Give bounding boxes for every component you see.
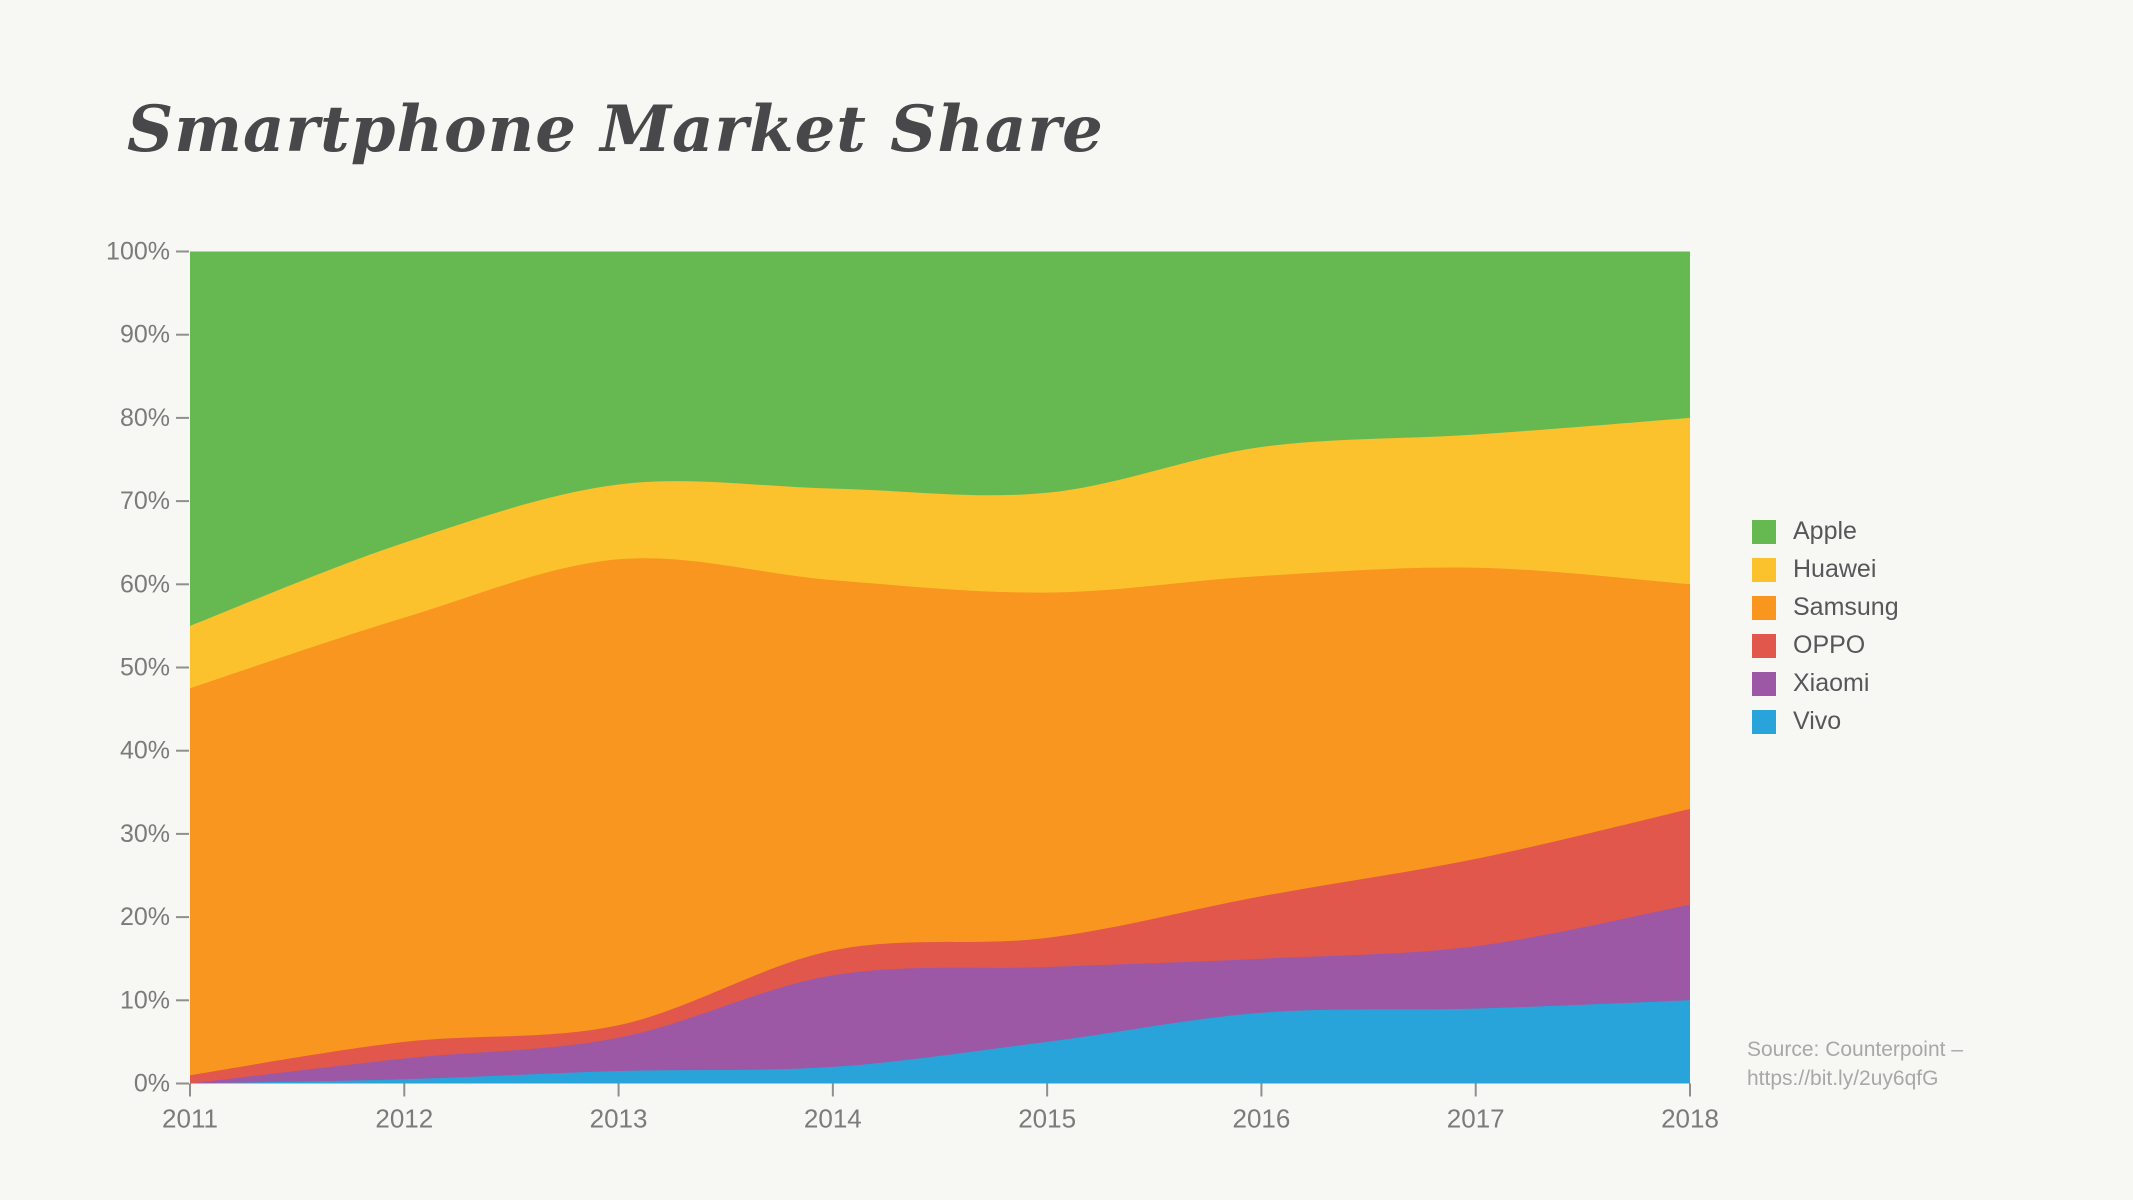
y-axis-label: 90%: [120, 321, 170, 349]
legend-swatch-vivo: [1752, 709, 1776, 734]
source-citation: Source: Counterpoint – https://bit.ly/2u…: [1747, 1035, 1963, 1093]
source-line-2: https://bit.ly/2uy6qfG: [1747, 1067, 1939, 1090]
y-axis-label: 40%: [120, 737, 170, 765]
legend-item-samsung: Samsung: [1752, 593, 1899, 621]
x-axis-label: 2018: [1661, 1104, 1719, 1134]
y-axis-label: 80%: [120, 404, 170, 432]
legend-label: OPPO: [1793, 631, 1866, 659]
legend-label: Samsung: [1793, 593, 1899, 621]
legend-label: Apple: [1793, 517, 1857, 545]
x-axis-label: 2014: [804, 1104, 862, 1134]
x-axis-label: 2015: [1018, 1104, 1076, 1134]
y-axis-label: 20%: [120, 903, 170, 931]
y-axis-label: 30%: [120, 820, 170, 848]
y-axis-label: 70%: [120, 487, 170, 515]
chart-legend: Apple Huawei Samsung OPPO Xiaomi Vivo: [1752, 517, 1899, 735]
legend-swatch-huawei: [1752, 557, 1776, 582]
legend-swatch-samsung: [1752, 595, 1776, 620]
legend-item-apple: Apple: [1752, 517, 1899, 545]
y-axis-label: 10%: [120, 986, 170, 1014]
x-axis-label: 2013: [590, 1104, 648, 1134]
legend-swatch-xiaomi: [1752, 671, 1776, 696]
area-series-group: [190, 251, 1690, 1084]
x-axis-label: 2017: [1447, 1104, 1505, 1134]
legend-swatch-oppo: [1752, 633, 1776, 658]
legend-item-xiaomi: Xiaomi: [1752, 669, 1899, 697]
x-axis-label: 2011: [162, 1104, 218, 1134]
legend-swatch-apple: [1752, 519, 1776, 544]
y-axis-label: 0%: [134, 1070, 170, 1098]
legend-label: Xiaomi: [1793, 669, 1870, 697]
page-title: Smartphone Market Share: [127, 92, 1104, 167]
y-axis-label: 50%: [120, 654, 170, 682]
legend-label: Huawei: [1793, 555, 1877, 583]
y-axis-label: 100%: [106, 238, 170, 266]
legend-item-oppo: OPPO: [1752, 631, 1899, 659]
x-axis-label: 2012: [375, 1104, 433, 1134]
area-vivo: [190, 1000, 1690, 1084]
x-axis-label: 2016: [1233, 1104, 1291, 1134]
source-line-1: Source: Counterpoint –: [1747, 1038, 1963, 1061]
legend-label: Vivo: [1793, 707, 1842, 735]
legend-item-huawei: Huawei: [1752, 555, 1899, 583]
y-axis-label: 60%: [120, 570, 170, 598]
legend-item-vivo: Vivo: [1752, 707, 1899, 735]
